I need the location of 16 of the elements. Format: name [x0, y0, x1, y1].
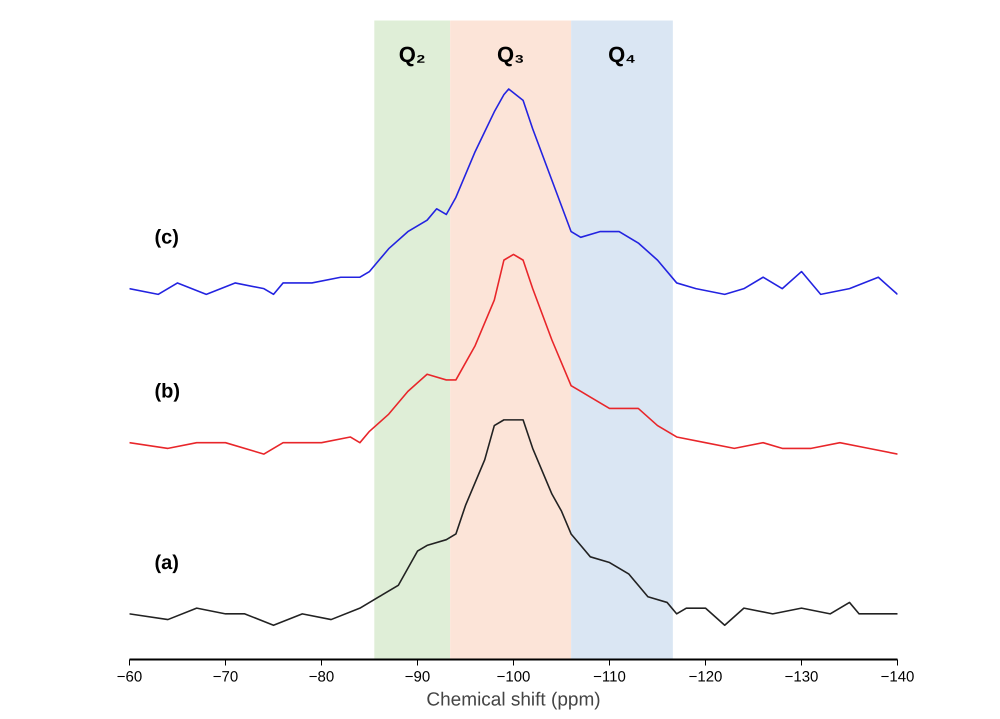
x-tick-label: −140: [880, 668, 914, 686]
series-label: (a): [154, 552, 179, 574]
x-tick-label: −80: [308, 668, 334, 686]
x-tick-label: −90: [404, 668, 430, 686]
text: (b): [154, 380, 180, 403]
x-tick-label: −60: [116, 668, 142, 686]
x-tick-label: −100: [496, 668, 530, 686]
series-label: (c): [154, 226, 179, 249]
x-tick-label: −110: [593, 668, 626, 686]
band-label: Q₄: [608, 42, 636, 68]
band-label: Q₂: [398, 42, 426, 68]
x-axis-title: Chemical shift (ppm): [426, 690, 601, 710]
x-tick-label: −120: [688, 668, 722, 686]
x-tick-label: −70: [212, 668, 238, 686]
band-label: Q₃: [496, 42, 524, 68]
x-tick-label: −130: [784, 668, 818, 686]
